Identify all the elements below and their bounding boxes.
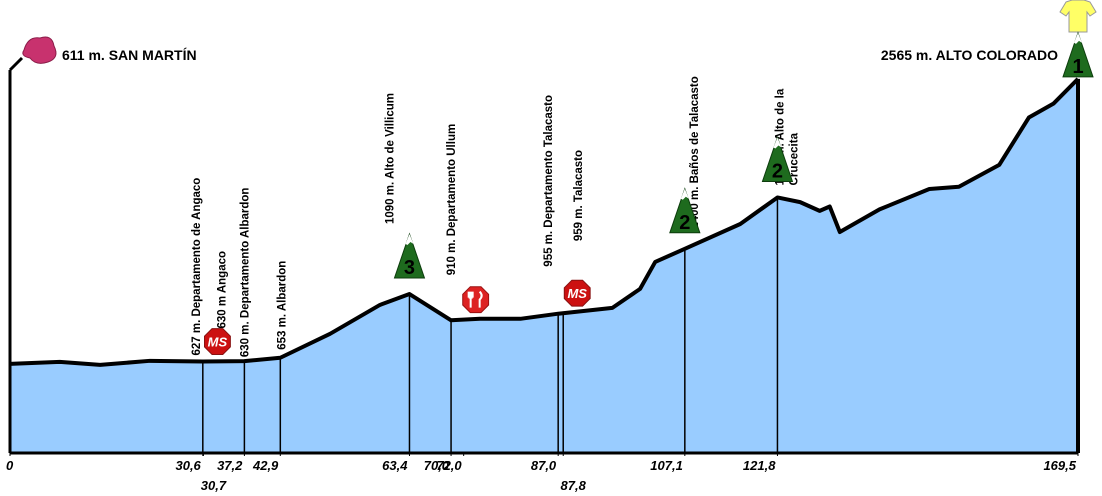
waypoint-label-line: 959 m. Talacasto (573, 150, 585, 241)
x-tick-label: 37,2 (217, 458, 243, 473)
x-tick-label: 72,0 (436, 458, 462, 473)
x-tick-label: 63,4 (382, 458, 408, 473)
icon-climb: 1 (1062, 31, 1094, 78)
food-sign (462, 286, 490, 314)
waypoint-label: 627 m. Departamento de Angaco (191, 178, 203, 356)
climb-mountain (761, 135, 794, 182)
waypoint-label-line: 955 m. Departamento Talacasto (543, 95, 555, 267)
sprint-sign (204, 328, 231, 355)
icon-climb: 2 (761, 135, 794, 182)
icon-food (462, 286, 490, 314)
waypoint-label-line: 630 m. Departamento Albardon (239, 188, 251, 358)
icon-sprint: MS (563, 279, 591, 307)
climb-mountain (1062, 31, 1094, 78)
climb-category: 3 (404, 257, 415, 279)
waypoint-label-line: 630 m Angaco (216, 251, 228, 329)
start-label: 611 m. SAN MARTÍN (62, 47, 197, 63)
x-tick-label: 0 (6, 458, 14, 473)
x-tick-label: 87,8 (561, 478, 587, 493)
waypoint-label-line: 1400 m. Baños de Talacasto (689, 76, 701, 229)
waypoint-label: 955 m. Departamento Talacasto (543, 95, 555, 267)
x-tick-label: 30,6 (175, 458, 201, 473)
leader-jersey (1059, 0, 1097, 33)
fork-knife (467, 290, 483, 308)
icon-climb: 2 (669, 187, 701, 234)
climb-category: 1 (1072, 56, 1083, 78)
climb-mountain (669, 187, 701, 234)
x-tick-label: 107,1 (650, 458, 683, 473)
x-tick-label: 30,7 (201, 478, 227, 493)
waypoint-label-line: 627 m. Departamento de Angaco (191, 178, 203, 356)
waypoint-label-line: Crucecita (788, 132, 800, 185)
climb-snow (680, 188, 689, 200)
waypoint-label-line: 910 m. Departamento Ullum (446, 124, 458, 275)
waypoint-label-line: 653 m. Albardon (276, 261, 288, 350)
start-flag (8, 36, 57, 72)
climb-category: 2 (772, 160, 783, 182)
climb-category: 2 (679, 212, 690, 234)
waypoint-label: 630 m. Departamento Albardon (239, 188, 251, 358)
sprint-text: MS (208, 335, 228, 350)
waypoint-label: 910 m. Departamento Ullum (446, 124, 458, 275)
climb-snow (1074, 32, 1082, 44)
x-tick-label: 121,8 (743, 458, 776, 473)
finish-label: 2565 m. ALTO COLORADO (881, 47, 1058, 63)
sprint-text: MS (567, 286, 587, 301)
waypoint-label: 959 m. Talacasto (573, 150, 585, 241)
climb-mountain (393, 232, 426, 279)
icon-climb: 3 (393, 232, 426, 279)
x-tick-label: 87,0 (531, 458, 557, 473)
climb-snow (773, 137, 782, 149)
x-tick-label: 169,5 (1043, 458, 1076, 473)
waypoint-label: 1090 m. Alto de Villicum (384, 93, 396, 224)
waypoint-label: 653 m. Albardon (276, 261, 288, 350)
sprint-sign (563, 279, 591, 307)
waypoint-label-line: 1090 m. Alto de Villicum (384, 93, 396, 224)
x-tick-label: 42,9 (252, 458, 279, 473)
waypoint-label: 1400 m. Baños de Talacasto (689, 76, 701, 229)
climb-snow (405, 234, 414, 246)
x-tick-label: 70,0 (424, 458, 450, 473)
icon-sprint: MS (204, 328, 231, 355)
waypoint-label: 630 m Angaco (216, 251, 228, 329)
